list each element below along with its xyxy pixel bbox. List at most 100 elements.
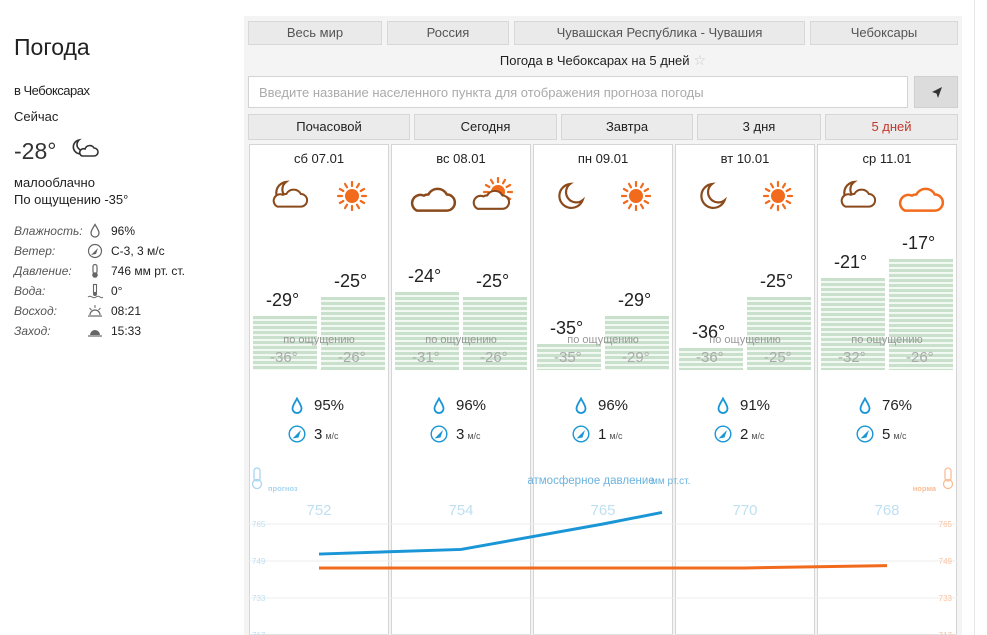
- wind-direction-icon: [288, 425, 306, 443]
- breadcrumb-russia[interactable]: Россия: [387, 21, 509, 45]
- day-date: сб 07.01: [293, 151, 345, 166]
- wind-unit: м/с: [609, 431, 623, 441]
- wind-unit: м/с: [893, 431, 907, 441]
- pressure-value: 768: [874, 502, 900, 519]
- cloud-orange-icon: [898, 187, 945, 212]
- detail-value: 08:21: [111, 304, 142, 318]
- detail-value: 746 мм рт. ст.: [111, 264, 185, 278]
- day-feels-like: -26°: [906, 349, 934, 366]
- detail-label: Вода:: [14, 284, 46, 298]
- day-temperature: -25°: [334, 270, 368, 291]
- day-column[interactable]: сб 07.01 -29° -25° по ощущению -36° -26°…: [249, 144, 389, 635]
- day-temp-bar: [889, 259, 953, 370]
- tab-today[interactable]: Сегодня: [414, 114, 557, 140]
- feels-like-label: по ощущению: [425, 334, 497, 346]
- day-feels-like: -26°: [480, 349, 508, 366]
- moon-cloud-icon: [272, 180, 309, 208]
- day-date: вс 08.01: [436, 151, 486, 166]
- sunrise-icon: [88, 305, 102, 317]
- detail-value: 0°: [111, 284, 123, 298]
- sun-icon: [336, 180, 368, 212]
- night-temp-bar: [821, 278, 885, 370]
- pressure-value: 765: [590, 502, 616, 519]
- detail-label: Ветер:: [14, 244, 56, 258]
- forecast-heading: Погода в Чебоксарах на 5 дней ☆: [244, 52, 962, 69]
- day-feels-like: -29°: [622, 349, 650, 366]
- feels-like-label: по ощущению: [851, 334, 923, 346]
- detail-label: Влажность:: [14, 224, 83, 238]
- day-date: ср 11.01: [862, 151, 912, 166]
- barometer-icon: [92, 263, 98, 278]
- moon-cloud-icon: [72, 138, 99, 157]
- detail-label: Заход:: [14, 324, 51, 338]
- pressure-value: 770: [732, 502, 758, 519]
- pressure-value: 754: [448, 502, 474, 519]
- night-feels-like: -36°: [696, 349, 724, 366]
- water-temp-icon: [87, 283, 103, 299]
- tab-hourly[interactable]: Почасовой: [248, 114, 410, 140]
- day-wind: 2 м/с: [740, 426, 765, 443]
- wind-unit: м/с: [325, 431, 339, 441]
- page-title: Погода: [14, 34, 90, 60]
- drop-icon: [717, 397, 729, 414]
- tab-5-days[interactable]: 5 дней: [825, 114, 958, 140]
- day-humidity: 96%: [598, 397, 629, 414]
- weather-description: малооблачно: [14, 175, 95, 190]
- breadcrumb-region[interactable]: Чувашская Республика - Чувашия: [514, 21, 805, 45]
- forecast-panel: Весь мир Россия Чувашская Республика - Ч…: [244, 16, 962, 635]
- day-column[interactable]: пн 09.01 -35° -29° по ощущению -35° -29°…: [533, 144, 673, 635]
- moon-icon: [558, 182, 586, 210]
- feels-like-label: по ощущению: [283, 334, 355, 346]
- detail-value: 96%: [111, 224, 136, 238]
- night-temperature: -29°: [266, 289, 300, 310]
- wind-direction-icon: [856, 425, 874, 443]
- day-column[interactable]: вс 08.01 -24° -25° по ощущению -31° -26°…: [391, 144, 531, 635]
- day-feels-like: -26°: [338, 349, 366, 366]
- night-temperature: -21°: [834, 252, 868, 273]
- wind-direction-icon: [87, 243, 103, 259]
- wind-speed: 1: [598, 426, 607, 443]
- breadcrumb-city[interactable]: Чебоксары: [810, 21, 958, 45]
- feels-like-label: по ощущению: [567, 334, 639, 346]
- current-weather-panel: Погода в Чебоксарах Сейчас -28° малообла…: [0, 0, 230, 635]
- day-temp-bar: [463, 296, 527, 370]
- moon-cloud-icon: [840, 180, 877, 208]
- drop-icon: [433, 397, 445, 414]
- night-temperature: -35°: [550, 317, 584, 338]
- detail-pressure: Давление: 746 мм рт. ст.: [14, 262, 224, 282]
- breadcrumb-world[interactable]: Весь мир: [248, 21, 382, 45]
- detail-sunset: Заход: 15:33: [14, 322, 224, 342]
- city-label: в Чебоксарах: [14, 83, 90, 98]
- forecast-title: Погода в Чебоксарах на 5 дней: [499, 53, 690, 68]
- day-temperature: -25°: [760, 270, 794, 291]
- day-temp-bar: [605, 315, 669, 370]
- city-search-input[interactable]: [248, 76, 908, 108]
- sun-icon: [762, 180, 794, 212]
- tab-3-days[interactable]: 3 дня: [697, 114, 821, 140]
- favorite-star-icon[interactable]: ☆: [693, 52, 707, 68]
- cloud-icon: [410, 187, 457, 212]
- wind-speed: 3: [456, 426, 465, 443]
- now-label: Сейчас: [14, 109, 59, 124]
- tab-tomorrow[interactable]: Завтра: [561, 114, 693, 140]
- detail-sunrise: Восход: 08:21: [14, 302, 224, 322]
- day-humidity: 95%: [314, 397, 345, 414]
- night-feels-like: -36°: [270, 349, 298, 366]
- drop-icon: [291, 397, 303, 414]
- day-column[interactable]: вт 10.01 -36° -25° по ощущению -36° -25°…: [675, 144, 815, 635]
- location-arrow-icon: [932, 87, 942, 98]
- night-temperature: -36°: [692, 322, 726, 343]
- wind-speed: 5: [882, 426, 891, 443]
- geolocation-button[interactable]: [914, 76, 958, 108]
- sun-cloud-icon: [472, 177, 514, 210]
- detail-label: Давление:: [14, 264, 72, 278]
- day-temp-bar: [747, 296, 811, 370]
- day-humidity: 91%: [740, 397, 771, 414]
- day-wind: 3 м/с: [314, 426, 339, 443]
- day-temperature: -25°: [476, 270, 510, 291]
- night-feels-like: -35°: [554, 349, 582, 366]
- day-column[interactable]: ср 11.01 -21° -17° по ощущению -32° -26°…: [817, 144, 957, 635]
- day-wind: 5 м/с: [882, 426, 907, 443]
- day-date: вт 10.01: [720, 151, 770, 166]
- detail-wind: Ветер: С-3, 3 м/с: [14, 242, 224, 262]
